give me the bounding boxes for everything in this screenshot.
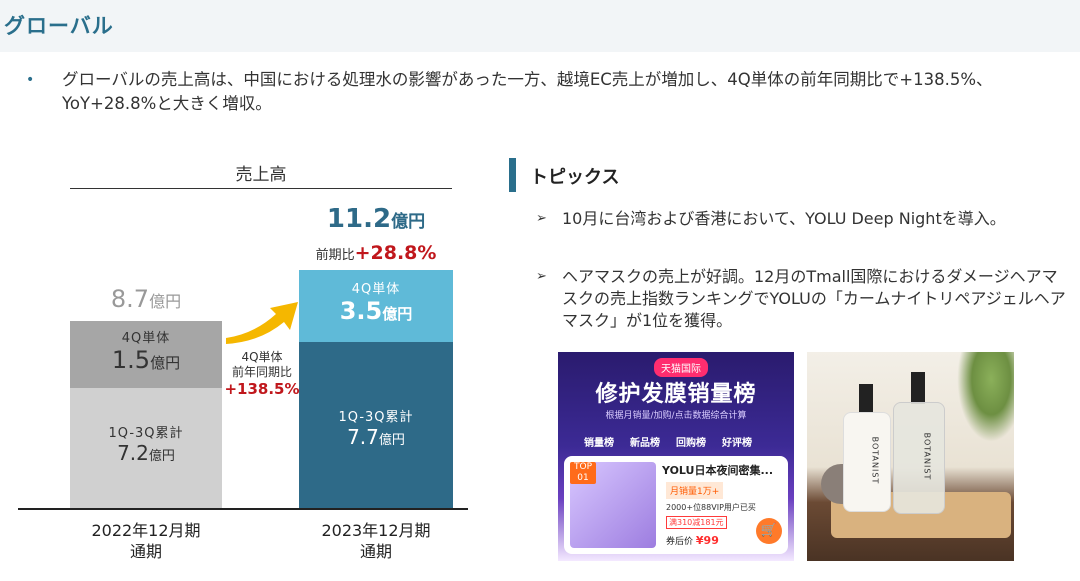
header-bar: グローバル [0,0,1080,52]
fy2023-yoy-label: 前期比 [315,248,355,263]
fy2022-xlabel: 2022年12月期 通期 [70,520,222,562]
page-title: グローバル [4,14,114,38]
fy2023-xlabel-line2: 通期 [359,542,392,561]
ranking-tabs: 销量榜 新品榜 回购榜 好评榜 [584,434,784,449]
shampoo-bottle [843,412,891,512]
product-photo: BOTANIST BOTANIST [807,352,1014,561]
fy2022-q1q3-value: 7.2 [117,441,149,465]
fy2022-q1q3-label: 1Q-3Q累計 [108,426,184,441]
product-name: YOLU日本夜间密集... [662,464,774,477]
fy2022-total-value: 8.7 [110,285,150,313]
fy2022-q4-label: 4Q単体 [121,331,171,346]
ranking-title: 修护发膜销量榜 [595,382,757,407]
growth-annotation: 4Q単体 前年同期比 +138.5% [222,350,302,397]
bullet-dot: • [26,72,35,88]
tmall-badge: 天猫国际 [654,358,708,377]
ranking-tab: 好评榜 [722,438,752,449]
fy2023-q1q3-value: 7.7 [347,425,379,449]
fy2022-q1q3-unit: 億円 [148,449,175,464]
fy2023-yoy-value: +28.8% [354,242,437,264]
fy2022-q1q3-value-wrap: 7.2億円 [70,441,222,465]
coupon-tag: 满310减181元 [666,516,727,529]
topics-title: トピックス [530,167,620,188]
summary-text: グローバルの売上高は、中国における処理水の影響があった一方、越境EC売上が増加し… [62,70,993,113]
fy2023-xlabel: 2023年12月期 通期 [299,520,453,562]
rank-badge: TOP 01 [570,462,596,484]
fy2022-q4-unit: 億円 [150,354,181,372]
ranking-tab: 销量榜 [584,438,614,449]
plant-decoration [957,352,1014,442]
fy2022-total-label: 8.7億円 [70,285,222,313]
fy2023-xlabel-line1: 2023年12月期 [321,521,431,540]
fy2022-q4-value-wrap: 1.5億円 [70,346,222,374]
treatment-bottle [893,402,945,514]
fy2022-xlabel-line1: 2022年12月期 [91,521,201,540]
fy2023-q4-bar: 4Q単体 3.5億円 [299,270,453,342]
topic-marker-icon: ➢ [536,211,547,226]
ranking-tab: 新品榜 [630,438,660,449]
fy2023-q1q3-bar: 1Q-3Q累計 7.7億円 [299,342,453,508]
fy2022-q4-bar: 4Q単体 1.5億円 [70,321,222,388]
fy2023-total-label: 11.2億円 [299,204,453,234]
vip-buyers: 2000+位88VIP用户已买 [666,503,756,512]
growth-value: +138.5% [224,380,300,398]
monthly-sales: 月销量1万+ [666,482,724,499]
price-label: 券后价 [666,537,694,547]
pump-head [911,372,925,404]
ranking-product-card: TOP 01 YOLU日本夜间密集... 月销量1万+ 2000+位88VIP用… [564,456,788,554]
bottle-logo: BOTANIST [870,436,880,485]
fy2023-yoy: 前期比+28.8% [299,242,453,264]
chart-baseline [18,508,468,510]
growth-line1: 4Q単体 [241,350,283,364]
chart-title: 売上高 [235,165,287,185]
fy2023-q1q3-label: 1Q-3Q累計 [338,410,414,425]
bottle-logo: BOTANIST [922,432,932,481]
fy2023-q4-value: 3.5 [339,297,383,325]
topic-text: 10月に台湾および香港において、YOLU Deep Nightを導入。 [562,209,1006,228]
pump-head [859,384,873,414]
price-value: ¥99 [695,534,719,547]
fy2023-q1q3-value-wrap: 7.7億円 [299,425,453,449]
price: 券后价 ¥99 [666,534,719,547]
fy2022-q4-value: 1.5 [111,346,151,374]
fy2023-total-unit: 億円 [391,212,426,232]
growth-arrow-icon [226,302,298,344]
fy2023-q4-label: 4Q単体 [351,282,401,297]
tmall-ranking-image: 天猫国际 修护发膜销量榜 根据月销量/加购/点击数据综合计算 销量榜 新品榜 回购榜… [558,352,794,561]
shopping-cart-icon: 🛒 [756,518,782,544]
ranking-subtitle: 根据月销量/加购/点击数据综合计算 [605,411,747,421]
product-image: TOP 01 [570,462,656,548]
chart-title-underline [70,188,452,189]
fy2023-q1q3-unit: 億円 [378,433,405,448]
fy2022-xlabel-line2: 通期 [129,542,162,561]
fy2023-total-value: 11.2 [326,204,392,234]
fy2022-total-unit: 億円 [149,292,182,311]
fy2022-q1q3-bar: 1Q-3Q累計 7.2億円 [70,388,222,508]
fy2023-q4-unit: 億円 [382,305,413,323]
ranking-tab: 回购榜 [676,438,706,449]
topics-accent-bar [509,158,516,192]
topic-text: ヘアマスクの売上が好調。12月のTmall国際におけるダメージヘアマスクの売上指… [562,267,1066,330]
growth-line2: 前年同期比 [231,365,292,379]
fy2023-q4-value-wrap: 3.5億円 [299,297,453,325]
topic-marker-icon: ➢ [536,269,547,284]
